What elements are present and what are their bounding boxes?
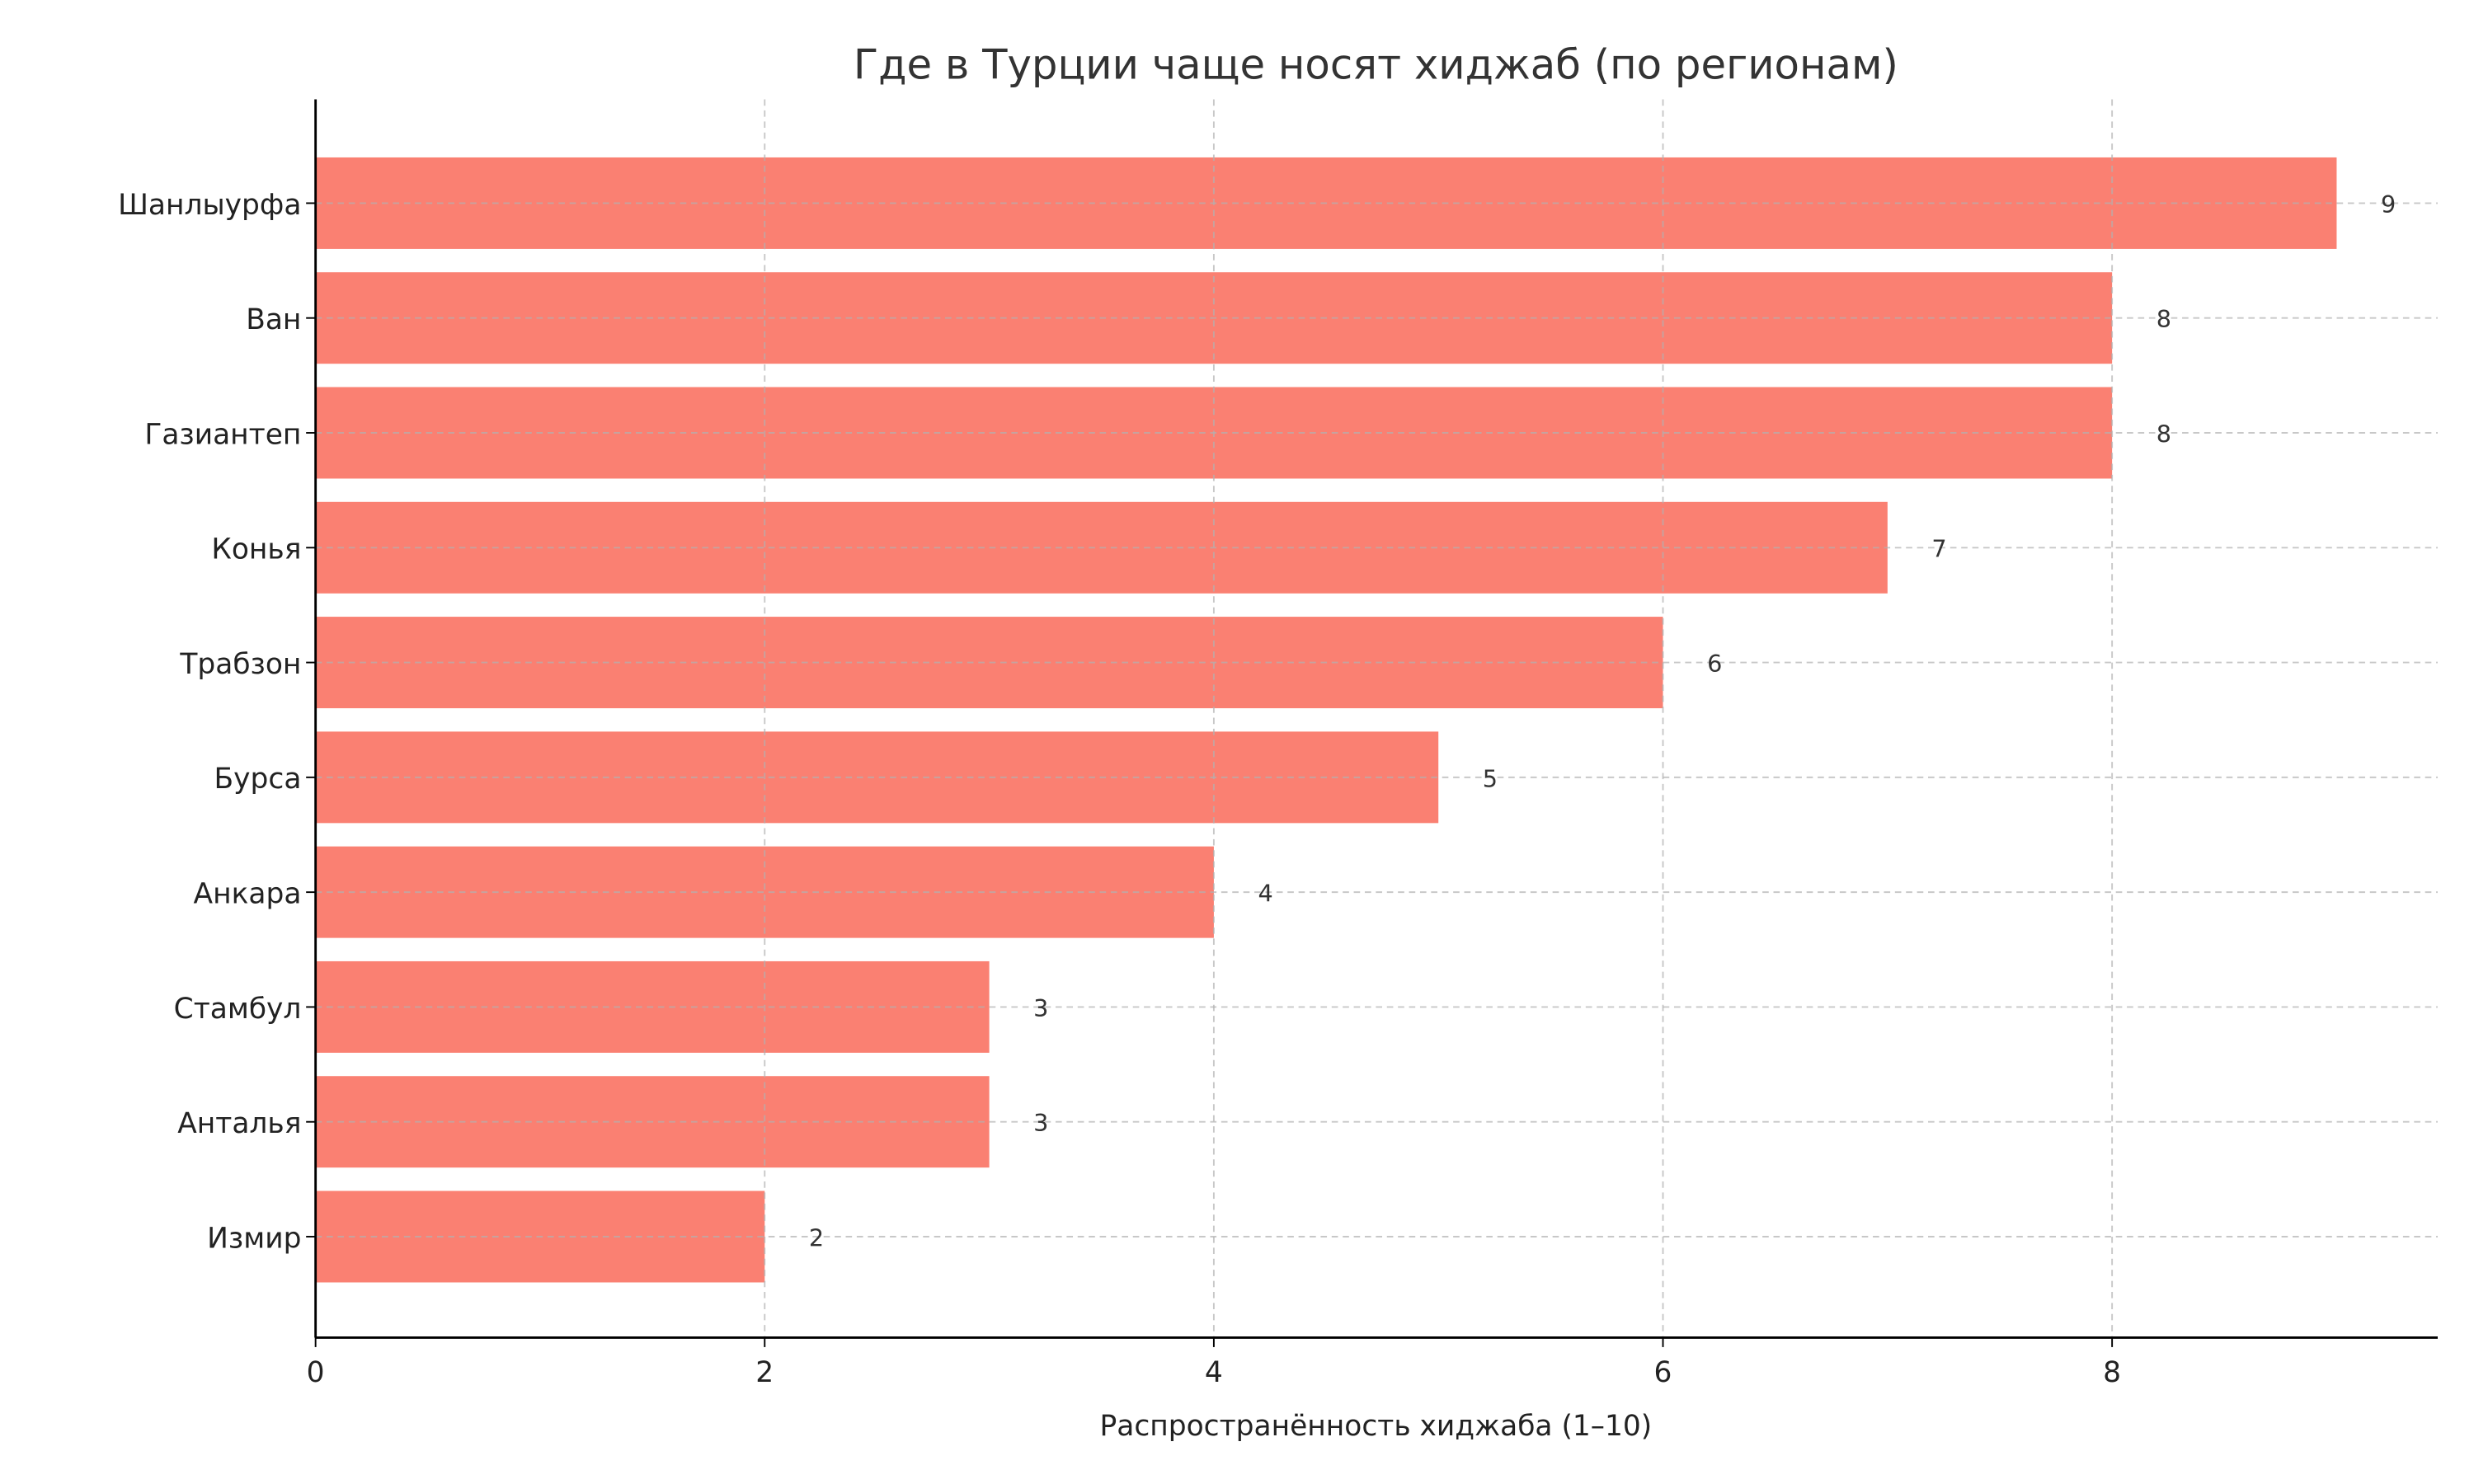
chart-title: Где в Турции чаще носят хиджаб (по регио… [854,41,1898,89]
data-label: 6 [1707,650,1722,678]
y-tick-label: Бурса [214,763,302,796]
data-label: 8 [2157,420,2171,448]
y-tick-label: Ван [246,303,301,336]
data-label: 4 [1258,880,1272,908]
grid-layer [314,99,2438,1338]
x-tick-label: 0 [307,1356,325,1389]
y-tick-label: Конья [211,533,301,566]
x-tick-label: 6 [1654,1356,1672,1389]
y-tick-label: Стамбул [174,993,302,1026]
labels-layer: Шанлыурфа 9 Ван 8 Газиантеп 8 Конья 7 Трабзон 6 Бу… [118,189,2396,1256]
data-label: 5 [1483,764,1498,792]
data-label: 3 [1033,1109,1048,1137]
data-label: 7 [1931,535,1946,563]
y-tick-label: Газиантеп [144,418,301,451]
x-tick-label: 4 [1205,1356,1223,1389]
y-tick-label: Трабзон [179,648,301,681]
x-axis-label: Распространённость хиджаба (1–10) [1099,1410,1652,1443]
x-ticks: 0 2 4 6 8 [307,1337,2121,1389]
data-label: 2 [809,1223,824,1252]
y-tick-label: Измир [207,1222,301,1255]
data-label: 8 [2157,305,2171,333]
y-tick-label: Анталья [177,1107,301,1140]
x-tick-label: 2 [755,1356,774,1389]
data-label: 9 [2381,190,2396,218]
y-tick-label: Анкара [194,878,302,911]
x-tick-label: 8 [2103,1356,2121,1389]
bar [315,731,1439,824]
bars-layer [315,157,2337,1283]
data-label: 3 [1033,994,1048,1022]
y-tick-label: Шанлыурфа [118,189,301,222]
